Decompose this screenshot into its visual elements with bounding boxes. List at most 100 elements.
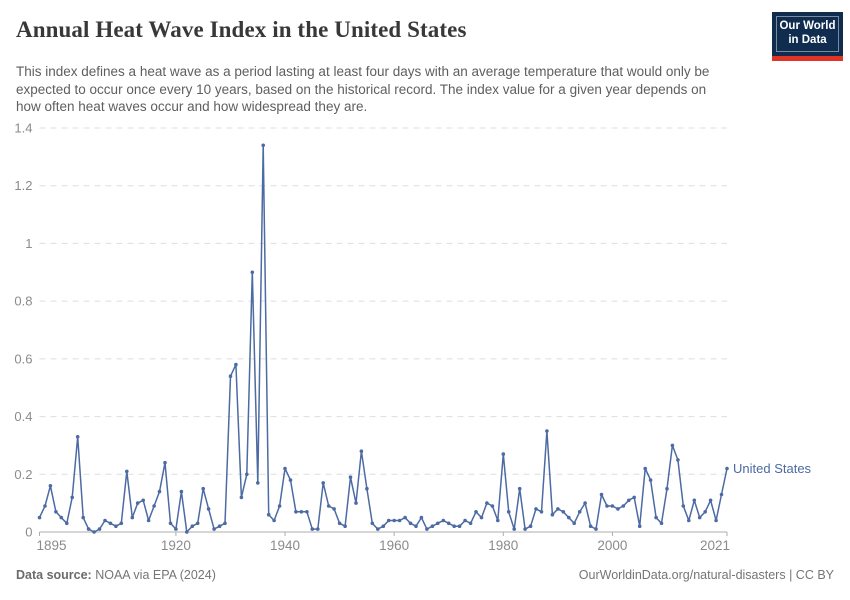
owid-logo-line2: in Data [788,33,827,46]
data-point [321,481,326,485]
data-point [103,518,107,523]
y-tick-label: 1.2 [14,178,32,193]
data-point [195,521,200,526]
data-point [659,521,664,526]
data-point [643,466,647,471]
data-point [283,466,287,471]
data-point [687,518,691,523]
data-point [81,515,85,520]
data-point [517,486,522,491]
data-point [436,521,440,526]
chart-footer: Data source: NOAA via EPA (2024) OurWorl… [16,567,834,583]
data-point [316,527,320,531]
chart-subtitle: This index defines a heat wave as a peri… [16,64,710,114]
data-point [201,486,205,491]
data-point [479,515,484,520]
data-point [337,521,342,526]
data-point [523,527,527,531]
data-point [610,504,615,508]
data-point [392,518,397,523]
data-point [223,521,227,526]
y-tick-label: 0.4 [14,409,32,424]
data-point [501,452,506,456]
data-point [299,510,304,514]
data-point [141,498,145,503]
data-point [332,507,336,511]
data-point [594,527,598,531]
data-point [185,530,189,534]
data-point [676,458,680,462]
data-point [441,518,446,523]
data-point [54,510,58,514]
data-source-value: NOAA via EPA (2024) [91,568,216,582]
data-point [245,472,249,477]
owid-url-license-link[interactable]: OurWorldinData.org/natural-disasters | C… [578,568,834,582]
data-point [261,143,266,148]
data-point [430,524,435,528]
data-point [190,524,195,528]
owid-logo-text: Our World in Data [776,16,839,52]
data-point [277,504,282,508]
data-point [228,374,233,379]
data-point [616,507,620,511]
data-point [179,489,184,494]
data-point [250,270,255,275]
data-point [125,469,129,474]
data-point [468,521,473,526]
data-point [43,504,47,508]
x-tick-label: 1960 [379,538,409,553]
data-point [294,510,298,514]
data-point [130,515,135,520]
data-point [48,484,53,488]
data-point [206,507,211,511]
data-point [714,518,718,523]
data-point [75,435,80,439]
data-point [288,478,293,482]
data-point [583,501,587,505]
data-point [627,498,631,503]
data-point [577,510,582,514]
data-point [419,515,424,520]
data-point [359,449,364,454]
data-point [65,521,69,526]
data-point [446,521,451,526]
data-point [719,492,724,497]
y-tick-label: 0 [25,525,32,540]
data-point [452,524,457,528]
data-point [310,527,315,531]
data-point [681,504,686,508]
data-point [414,524,418,528]
data-point [70,495,74,500]
y-tick-label: 0.2 [14,467,32,482]
owid-logo[interactable]: Our World in Data [772,12,843,61]
owid-logo-line1: Our World [779,20,836,32]
data-point [588,524,593,528]
data-point [506,510,511,514]
x-tick-label: 1895 [37,538,67,553]
data-point [305,510,309,514]
data-point [697,515,702,520]
data-point [665,486,669,491]
y-tick-label: 1.4 [14,121,32,136]
data-point [212,527,216,531]
data-point [108,521,113,526]
data-point [545,429,549,433]
data-point [37,515,42,520]
data-point [512,527,516,531]
data-point [556,507,560,511]
data-point [397,518,402,523]
data-point [354,501,358,505]
data-point [157,489,162,494]
page-title: Annual Heat Wave Index in the United Sta… [16,17,467,42]
data-point [550,512,555,517]
data-point [621,504,626,508]
data-point [692,498,697,503]
data-point [485,501,489,505]
data-point [326,504,331,508]
data-point [217,524,222,528]
data-point [59,515,64,520]
series-label-united-states[interactable]: United States [733,461,812,476]
y-tick-label: 0.8 [14,294,32,309]
